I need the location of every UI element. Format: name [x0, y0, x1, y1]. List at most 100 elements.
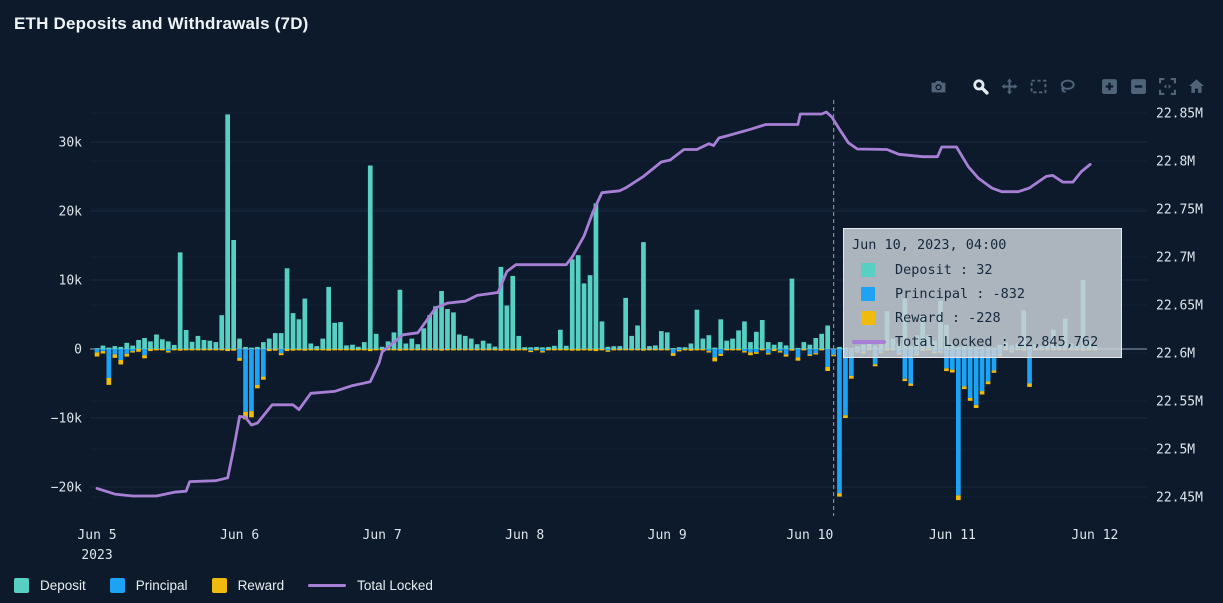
reward-bar[interactable]: [843, 415, 848, 418]
reward-bar[interactable]: [783, 354, 789, 357]
reward-bar[interactable]: [712, 357, 718, 362]
deposit-bar[interactable]: [724, 340, 729, 349]
reward-bar[interactable]: [373, 349, 379, 351]
reset-axes-button[interactable]: [1184, 76, 1208, 97]
reward-bar[interactable]: [290, 349, 296, 351]
principal-bar[interactable]: [540, 349, 545, 352]
principal-bar[interactable]: [142, 349, 147, 356]
deposit-bar[interactable]: [486, 343, 492, 350]
reward-bar[interactable]: [522, 349, 527, 351]
reward-bar[interactable]: [415, 349, 421, 351]
principal-bar[interactable]: [718, 349, 724, 354]
reward-bar[interactable]: [338, 349, 343, 351]
deposit-bar[interactable]: [403, 343, 409, 350]
deposit-bar[interactable]: [730, 338, 735, 349]
deposit-bar[interactable]: [439, 291, 444, 349]
deposit-bar[interactable]: [819, 333, 824, 349]
deposit-bar[interactable]: [415, 344, 421, 349]
reward-bar[interactable]: [979, 391, 985, 395]
deposit-bar[interactable]: [177, 252, 183, 349]
principal-bar[interactable]: [825, 349, 830, 367]
deposit-bar[interactable]: [783, 345, 789, 349]
deposit-bar[interactable]: [361, 342, 367, 349]
principal-bar[interactable]: [950, 349, 955, 370]
reward-bar[interactable]: [670, 353, 676, 356]
reward-bar[interactable]: [284, 349, 290, 352]
deposit-bar[interactable]: [837, 346, 842, 349]
reward-bar[interactable]: [183, 349, 189, 351]
deposit-bar[interactable]: [397, 289, 403, 349]
deposit-bar[interactable]: [207, 340, 213, 349]
reward-bar[interactable]: [225, 349, 230, 352]
deposit-bar[interactable]: [94, 348, 100, 349]
reward-bar[interactable]: [516, 349, 522, 351]
download-plot-button[interactable]: [926, 76, 950, 97]
reward-bar[interactable]: [748, 352, 753, 356]
deposit-bar[interactable]: [765, 342, 771, 349]
deposit-bar[interactable]: [165, 341, 171, 349]
deposit-bar[interactable]: [130, 345, 135, 349]
reward-bar[interactable]: [278, 353, 284, 356]
reward-bar[interactable]: [249, 411, 254, 418]
reward-bar[interactable]: [201, 349, 207, 351]
deposit-bar[interactable]: [605, 346, 611, 349]
reward-bar[interactable]: [100, 351, 106, 354]
principal-bar[interactable]: [118, 349, 124, 360]
reward-bar[interactable]: [1027, 383, 1032, 387]
deposit-bar[interactable]: [284, 268, 290, 349]
deposit-bar[interactable]: [445, 309, 450, 349]
deposit-bar[interactable]: [261, 342, 266, 349]
reward-bar[interactable]: [795, 357, 801, 361]
reward-bar[interactable]: [177, 349, 183, 351]
deposit-bar[interactable]: [278, 333, 284, 349]
deposit-bar[interactable]: [148, 341, 153, 349]
reward-bar[interactable]: [635, 349, 640, 351]
reward-bar[interactable]: [807, 354, 813, 356]
reward-bar[interactable]: [320, 349, 326, 351]
reward-bar[interactable]: [510, 349, 516, 351]
principal-bar[interactable]: [605, 349, 611, 351]
reward-bar[interactable]: [118, 360, 124, 365]
deposit-bar[interactable]: [623, 297, 628, 349]
box-select-button[interactable]: [1026, 76, 1050, 97]
reward-bar[interactable]: [967, 398, 973, 401]
deposit-bar[interactable]: [112, 346, 118, 349]
reward-bar[interactable]: [136, 349, 141, 352]
reward-bar[interactable]: [367, 349, 373, 352]
deposit-bar[interactable]: [154, 334, 159, 350]
principal-bar[interactable]: [843, 349, 848, 416]
principal-bar[interactable]: [849, 349, 854, 376]
principal-bar[interactable]: [676, 349, 682, 350]
reward-bar[interactable]: [659, 349, 664, 351]
reward-bar[interactable]: [528, 350, 533, 353]
principal-bar[interactable]: [908, 349, 914, 384]
reward-bar[interactable]: [599, 349, 605, 351]
reward-bar[interactable]: [563, 349, 569, 351]
deposit-bar[interactable]: [350, 344, 355, 349]
reward-bar[interactable]: [296, 349, 302, 351]
principal-bar[interactable]: [902, 349, 908, 379]
deposit-bar[interactable]: [183, 330, 189, 349]
deposit-bar[interactable]: [142, 338, 147, 349]
reward-bar[interactable]: [130, 351, 135, 353]
legend-item-principal[interactable]: Principal: [109, 578, 212, 593]
reward-bar[interactable]: [813, 353, 819, 355]
principal-bar[interactable]: [837, 349, 842, 494]
deposit-bar[interactable]: [587, 275, 593, 349]
reward-bar[interactable]: [165, 351, 171, 353]
principal-bar[interactable]: [742, 349, 747, 352]
reward-bar[interactable]: [397, 349, 403, 351]
reward-bar[interactable]: [266, 349, 272, 352]
deposit-bar[interactable]: [249, 347, 254, 349]
reward-bar[interactable]: [700, 349, 706, 351]
reward-bar[interactable]: [391, 349, 397, 351]
deposit-bar[interactable]: [676, 347, 682, 349]
reward-bar[interactable]: [653, 349, 658, 351]
deposit-bar[interactable]: [451, 312, 456, 349]
deposit-bar[interactable]: [558, 329, 563, 349]
reward-bar[interactable]: [777, 351, 783, 353]
reward-bar[interactable]: [991, 370, 997, 373]
reward-bar[interactable]: [676, 350, 682, 352]
principal-bar[interactable]: [243, 349, 248, 412]
principal-bar[interactable]: [255, 349, 260, 385]
